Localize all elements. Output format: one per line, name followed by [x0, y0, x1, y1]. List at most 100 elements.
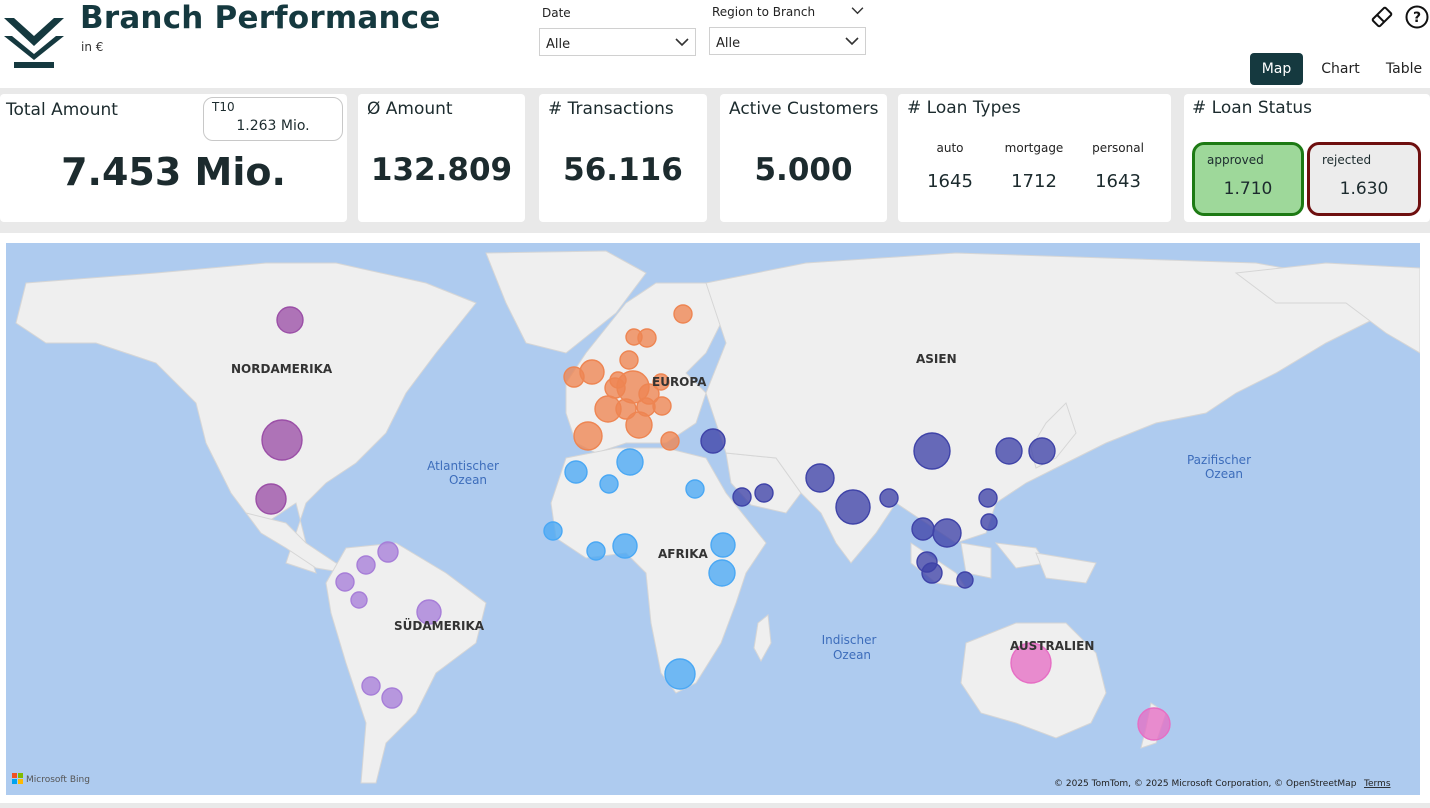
branch-bubble[interactable]: [619, 350, 639, 370]
branch-bubble[interactable]: [700, 428, 726, 454]
branch-bubble[interactable]: [879, 488, 899, 508]
continent-label-africa: AFRIKA: [658, 547, 708, 561]
branch-bubble[interactable]: [381, 687, 403, 709]
loan-type-mortgage: mortgage 1712: [992, 141, 1076, 192]
loan-type-value: 1712: [1011, 171, 1057, 192]
eraser-icon[interactable]: [1369, 4, 1395, 30]
nav-table-button[interactable]: Table: [1385, 61, 1423, 77]
loan-type-auto: auto 1645: [908, 141, 992, 192]
branch-bubble[interactable]: [911, 517, 935, 541]
transactions-title: # Transactions: [548, 99, 674, 119]
rejected-value: 1.630: [1339, 179, 1389, 199]
branch-bubble[interactable]: [921, 562, 943, 584]
total-amount-card: Total Amount T10 1.263 Mio. 7.453 Mio.: [0, 94, 347, 222]
branch-bubble[interactable]: [1028, 437, 1056, 465]
transactions-card: # Transactions 56.116: [539, 94, 707, 222]
branch-bubble[interactable]: [1010, 642, 1052, 684]
branch-bubble[interactable]: [685, 479, 705, 499]
ocean-label-pacific-line1: Pazifischer: [1187, 453, 1251, 467]
branch-bubble[interactable]: [835, 489, 871, 525]
loan-type-value: 1643: [1095, 171, 1141, 192]
branch-bubble[interactable]: [625, 411, 653, 439]
map-terms-link[interactable]: Terms: [1363, 779, 1391, 789]
branch-bubble[interactable]: [956, 571, 974, 589]
branch-bubble[interactable]: [350, 591, 368, 609]
approved-value: 1.710: [1223, 179, 1273, 199]
region-filter-label: Region to Branch: [712, 5, 816, 19]
loan-type-label: mortgage: [1004, 141, 1064, 155]
loan-status-title: # Loan Status: [1192, 98, 1312, 118]
active-customers-value: 5.000: [754, 152, 853, 188]
continent-label-asia: ASIEN: [916, 352, 957, 366]
branch-bubble[interactable]: [361, 676, 381, 696]
ocean-label-indian-line1: Indischer: [822, 633, 877, 647]
branch-bubble[interactable]: [377, 541, 399, 563]
branch-bubble[interactable]: [335, 572, 355, 592]
branch-bubble[interactable]: [564, 460, 588, 484]
branch-bubble[interactable]: [913, 432, 951, 470]
branch-bubble[interactable]: [612, 533, 638, 559]
avg-amount-value: 132.809: [370, 152, 513, 188]
branch-bubble[interactable]: [710, 532, 736, 558]
branch-bubble[interactable]: [625, 328, 643, 346]
continent-label-australia: AUSTRALIEN: [1010, 639, 1094, 653]
nav-map-button[interactable]: Map: [1250, 53, 1303, 85]
branch-bubble[interactable]: [604, 377, 626, 399]
loan-type-label: auto: [936, 141, 964, 155]
branch-bubble[interactable]: [573, 421, 603, 451]
branch-bubble[interactable]: [255, 483, 287, 515]
ocean-label-indian-line2: Ozean: [833, 648, 871, 662]
branch-bubble[interactable]: [543, 521, 563, 541]
svg-text:?: ?: [1413, 10, 1421, 26]
map-visual: NORDAMERIKA SÜDAMERIKA EUROPA AFRIKA ASI…: [0, 233, 1430, 803]
branch-bubbles: [255, 304, 1171, 741]
branch-bubble[interactable]: [416, 599, 442, 625]
branch-bubble[interactable]: [978, 488, 998, 508]
transactions-value: 56.116: [563, 152, 683, 188]
branch-bubble[interactable]: [356, 555, 376, 575]
branch-bubble[interactable]: [980, 513, 998, 531]
branch-bubble[interactable]: [660, 431, 680, 451]
active-customers-title: Active Customers: [729, 99, 879, 119]
help-icon[interactable]: ?: [1404, 4, 1430, 30]
chevron-down-icon: [675, 38, 689, 47]
approved-label: approved: [1207, 153, 1264, 167]
branch-bubble[interactable]: [579, 359, 605, 385]
loan-types-card: # Loan Types auto 1645 mortgage 1712 per…: [898, 94, 1171, 222]
branch-bubble[interactable]: [1137, 707, 1171, 741]
branch-bubble[interactable]: [708, 559, 736, 587]
loan-type-personal: personal 1643: [1076, 141, 1160, 192]
branch-bubble[interactable]: [932, 518, 962, 548]
ocean-label-pacific-line2: Ozean: [1205, 467, 1243, 481]
t10-value: 1.263 Mio.: [236, 118, 310, 134]
chevron-down-icon[interactable]: [851, 6, 864, 15]
active-customers-card: Active Customers 5.000: [720, 94, 887, 222]
branch-bubble[interactable]: [732, 487, 752, 507]
branch-bubble[interactable]: [276, 306, 304, 334]
rejected-status-box[interactable]: rejected 1.630: [1307, 142, 1421, 216]
nav-chart-button[interactable]: Chart: [1321, 61, 1360, 77]
branch-bubble[interactable]: [664, 658, 696, 690]
loan-type-label: personal: [1092, 141, 1144, 155]
branch-bubble[interactable]: [586, 541, 606, 561]
map-attribution: © 2025 TomTom, © 2025 Microsoft Corporat…: [1054, 779, 1357, 789]
region-filter-dropdown[interactable]: Alle: [709, 27, 866, 55]
branch-bubble[interactable]: [599, 474, 619, 494]
branch-bubble[interactable]: [673, 304, 693, 324]
date-filter-value: Alle: [546, 37, 571, 52]
chevron-down-icon: [845, 37, 859, 46]
branch-bubble[interactable]: [995, 437, 1023, 465]
branch-bubble[interactable]: [261, 419, 303, 461]
branch-bubble[interactable]: [652, 396, 672, 416]
avg-amount-card: Ø Amount 132.809: [358, 94, 525, 222]
branch-bubble[interactable]: [805, 463, 835, 493]
branch-bubble[interactable]: [652, 373, 670, 391]
date-filter-dropdown[interactable]: Alle: [539, 28, 696, 56]
branch-bubble[interactable]: [616, 448, 644, 476]
approved-status-box[interactable]: approved 1.710: [1192, 142, 1304, 216]
world-map[interactable]: NORDAMERIKA SÜDAMERIKA EUROPA AFRIKA ASI…: [6, 243, 1420, 795]
page-title: Branch Performance: [80, 0, 441, 36]
region-filter-value: Alle: [716, 36, 741, 51]
branch-bubble[interactable]: [754, 483, 774, 503]
ocean-label-atlantic-line1: Atlantischer: [427, 459, 499, 473]
